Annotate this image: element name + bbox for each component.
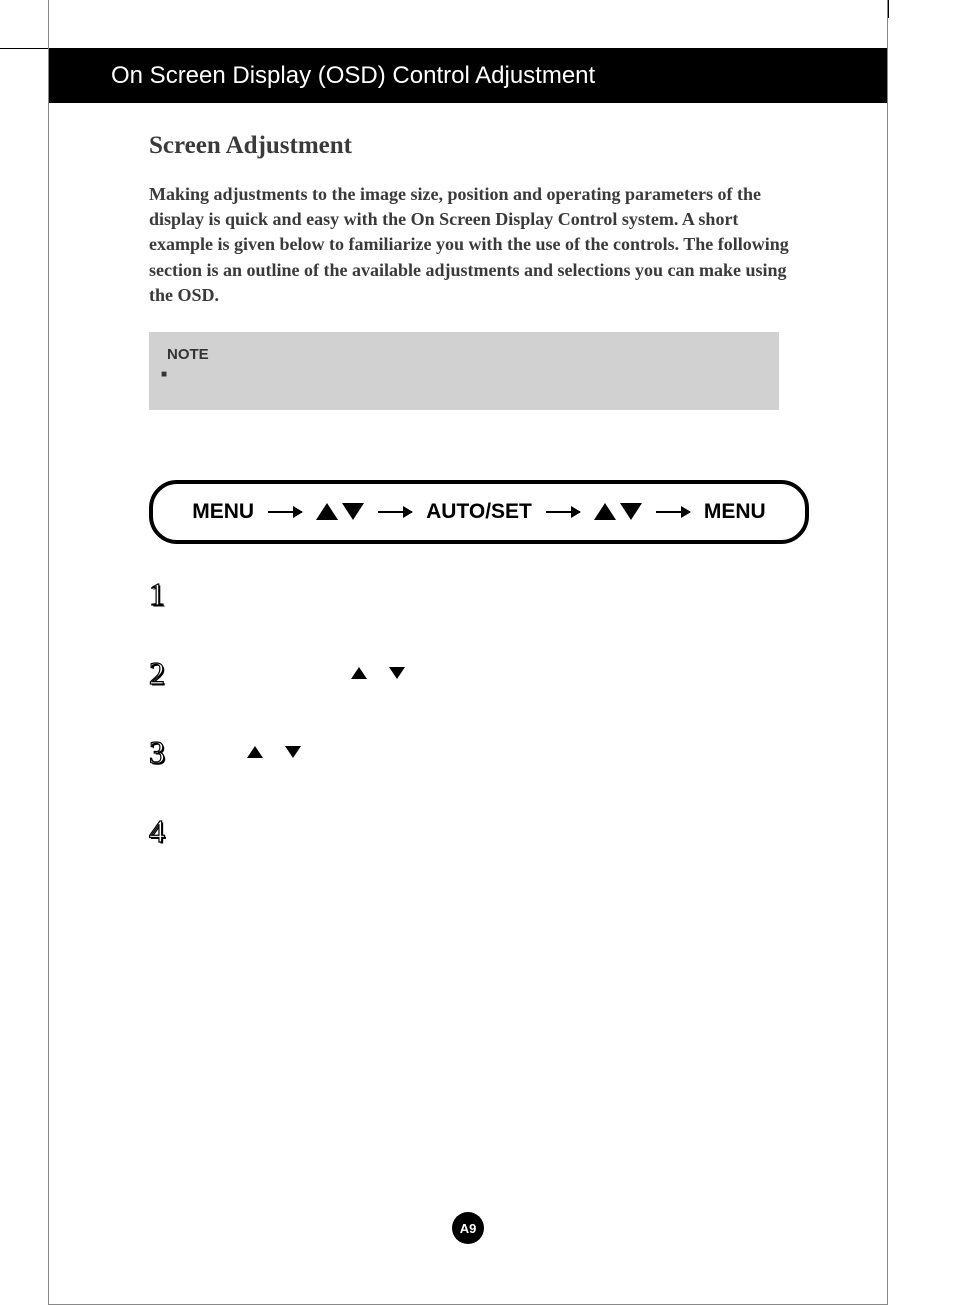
triangle-down-icon [342,503,364,520]
note-box: NOTE ■ [149,332,779,410]
note-bullet: ■ [161,369,761,380]
triangle-down-icon [285,746,301,758]
section-title: Screen Adjustment [149,132,799,160]
step-row-1: 1 [149,576,799,613]
up-down-icon-small [351,667,405,679]
triangle-down-icon [389,667,405,679]
up-down-icon-small [247,746,301,758]
content-area: Screen Adjustment Making adjustments to … [149,132,799,850]
up-down-icon-1 [316,503,364,520]
arrow-right-icon [546,511,580,513]
step-row-2: 2 [149,655,799,692]
intro-text: Making adjustments to the image size, po… [149,182,799,308]
step-row-4: 4 [149,813,799,850]
flow-menu-1: MENU [192,500,254,524]
steps-list: 1 2 3 4 [149,576,799,850]
page-container: On Screen Display (OSD) Control Adjustme… [48,0,888,1305]
header-title: On Screen Display (OSD) Control Adjustme… [111,62,595,90]
triangle-up-icon [247,746,263,758]
step-number: 4 [149,813,173,850]
up-down-icon-2 [594,503,642,520]
triangle-up-icon [351,667,367,679]
triangle-up-icon [316,503,338,520]
control-flow-box: MENU AUTO/SET MENU [149,480,809,544]
step-number: 2 [149,655,173,692]
arrow-right-icon [378,511,412,513]
note-label: NOTE [167,346,761,363]
arrow-right-icon [268,511,302,513]
page-number: A9 [460,1221,477,1236]
page-number-badge: A9 [452,1212,484,1244]
step-row-3: 3 [149,734,799,771]
arrow-right-icon [656,511,690,513]
step-number: 3 [149,734,173,771]
triangle-down-icon [620,503,642,520]
flow-autoset: AUTO/SET [426,500,532,524]
flow-menu-2: MENU [704,500,766,524]
header-bar: On Screen Display (OSD) Control Adjustme… [49,48,887,103]
crop-mark-vertical [888,0,889,18]
triangle-up-icon [594,503,616,520]
step-number: 1 [149,576,173,613]
crop-mark-horizontal [0,48,48,49]
